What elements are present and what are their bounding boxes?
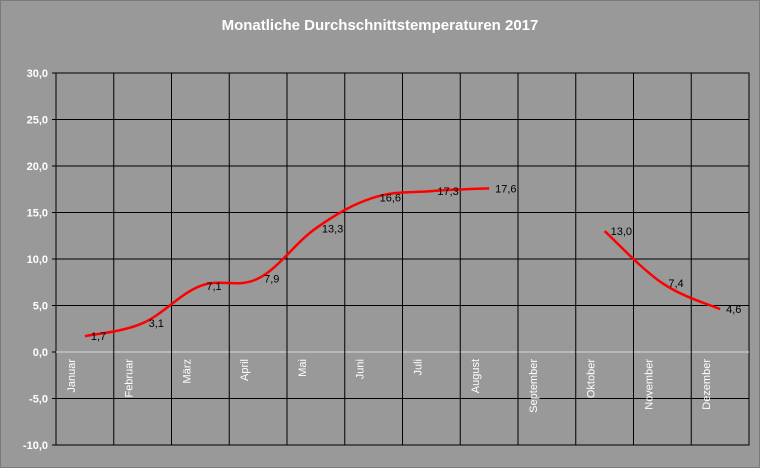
- y-tick-label: -10,0: [23, 440, 48, 452]
- x-tick-label: März: [181, 359, 193, 383]
- x-tick-label: Juni: [355, 359, 367, 379]
- data-label: 16,6: [380, 193, 401, 205]
- x-tick-label: August: [470, 359, 482, 393]
- series-line: [603, 230, 721, 311]
- y-tick-label: 0,0: [33, 347, 48, 359]
- x-tick-label: November: [643, 359, 655, 410]
- x-tick-label: Mai: [297, 359, 309, 377]
- y-tick-label: 30,0: [27, 68, 48, 80]
- x-tick-label: Juli: [412, 359, 424, 376]
- data-label: 7,1: [206, 281, 221, 293]
- data-label: 7,4: [668, 278, 683, 290]
- data-label: 17,3: [437, 186, 458, 198]
- x-tick-label: Oktober: [586, 359, 598, 398]
- data-label: 17,6: [495, 183, 516, 195]
- x-tick-label: April: [239, 359, 251, 381]
- data-label: 1,7: [91, 331, 106, 343]
- y-tick-label: 5,0: [33, 301, 48, 313]
- chart-title: Monatliche Durchschnittstemperaturen 201…: [221, 17, 539, 34]
- data-label: 4,6: [726, 304, 741, 316]
- x-tick-label: September: [528, 359, 540, 413]
- x-tick-label: Januar: [66, 359, 78, 393]
- y-tick-label: 10,0: [27, 254, 48, 266]
- data-label: 13,3: [322, 223, 343, 235]
- data-label: 13,0: [611, 226, 632, 238]
- y-tick-label: -5,0: [29, 394, 48, 406]
- y-tick-label: 25,0: [27, 115, 48, 127]
- y-tick-label: 15,0: [27, 208, 48, 220]
- series-line: [84, 187, 490, 338]
- data-label: 7,9: [264, 274, 279, 286]
- x-tick-label: Dezember: [701, 359, 713, 410]
- data-label: 3,1: [149, 318, 164, 330]
- y-tick-label: 20,0: [27, 161, 48, 173]
- x-tick-label: Februar: [124, 359, 136, 398]
